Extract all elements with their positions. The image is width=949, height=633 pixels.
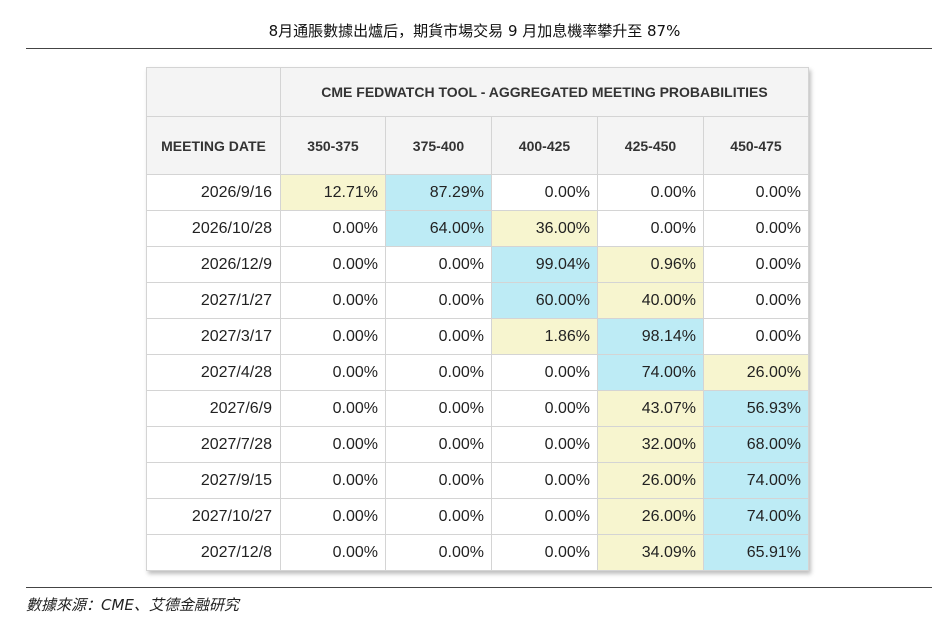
column-header: 425-450: [597, 116, 704, 175]
meeting-date-cell: 2027/7/28: [146, 426, 281, 463]
meeting-date-cell: 2027/9/15: [146, 462, 281, 499]
bottom-divider: [26, 587, 932, 588]
probability-cell: 0.00%: [491, 498, 598, 535]
probability-cell: 0.00%: [280, 498, 386, 535]
top-divider: [26, 48, 932, 49]
probability-table: CME FEDWATCH TOOL - AGGREGATED MEETING P…: [146, 67, 809, 571]
column-header: 350-375: [280, 116, 386, 175]
probability-cell: 0.00%: [385, 390, 492, 427]
meeting-date-cell: 2026/12/9: [146, 246, 281, 283]
row-header-label: MEETING DATE: [146, 116, 281, 175]
probability-cell: 26.00%: [597, 462, 704, 499]
probability-cell: 36.00%: [491, 210, 598, 247]
probability-cell: 1.86%: [491, 318, 598, 355]
column-header: 375-400: [385, 116, 492, 175]
probability-table-container: CME FEDWATCH TOOL - AGGREGATED MEETING P…: [146, 67, 809, 571]
probability-cell: 74.00%: [597, 354, 704, 391]
probability-cell: 0.00%: [491, 534, 598, 571]
table-row: 2027/12/8 0.00% 0.00% 0.00% 34.09% 65.91%: [146, 534, 809, 571]
probability-cell: 0.00%: [385, 354, 492, 391]
probability-cell: 0.00%: [491, 354, 598, 391]
probability-cell: 0.96%: [597, 246, 704, 283]
probability-cell: 0.00%: [385, 318, 492, 355]
probability-cell: 0.00%: [280, 354, 386, 391]
probability-cell: 0.00%: [385, 246, 492, 283]
probability-cell: 98.14%: [597, 318, 704, 355]
meeting-date-cell: 2027/6/9: [146, 390, 281, 427]
probability-cell: 0.00%: [703, 318, 809, 355]
column-header: 400-425: [491, 116, 598, 175]
probability-cell: 0.00%: [385, 462, 492, 499]
probability-cell: 0.00%: [703, 282, 809, 319]
probability-cell: 0.00%: [491, 462, 598, 499]
probability-cell: 0.00%: [280, 282, 386, 319]
probability-cell: 99.04%: [491, 246, 598, 283]
probability-cell: 0.00%: [491, 390, 598, 427]
probability-cell: 32.00%: [597, 426, 704, 463]
probability-cell: 0.00%: [385, 426, 492, 463]
probability-cell: 60.00%: [491, 282, 598, 319]
table-corner-cell: [146, 67, 281, 117]
probability-cell: 65.91%: [703, 534, 809, 571]
probability-cell: 0.00%: [491, 174, 598, 211]
probability-cell: 0.00%: [280, 246, 386, 283]
table-row: 2027/6/9 0.00% 0.00% 0.00% 43.07% 56.93%: [146, 390, 809, 427]
probability-cell: 0.00%: [385, 534, 492, 571]
probability-cell: 0.00%: [703, 246, 809, 283]
probability-cell: 64.00%: [385, 210, 492, 247]
probability-cell: 0.00%: [385, 498, 492, 535]
probability-cell: 56.93%: [703, 390, 809, 427]
meeting-date-cell: 2026/10/28: [146, 210, 281, 247]
probability-cell: 26.00%: [703, 354, 809, 391]
probability-cell: 68.00%: [703, 426, 809, 463]
probability-cell: 87.29%: [385, 174, 492, 211]
probability-cell: 0.00%: [280, 534, 386, 571]
meeting-date-cell: 2027/3/17: [146, 318, 281, 355]
probability-cell: 0.00%: [491, 426, 598, 463]
probability-cell: 74.00%: [703, 462, 809, 499]
probability-cell: 74.00%: [703, 498, 809, 535]
meeting-date-cell: 2027/4/28: [146, 354, 281, 391]
meeting-date-cell: 2027/1/27: [146, 282, 281, 319]
probability-cell: 26.00%: [597, 498, 704, 535]
table-row: 2027/4/28 0.00% 0.00% 0.00% 74.00% 26.00%: [146, 354, 809, 391]
table-body: 2026/9/16 12.71% 87.29% 0.00% 0.00% 0.00% 2026…: [146, 174, 809, 571]
meeting-date-cell: 2027/12/8: [146, 534, 281, 571]
source-note: 數據來源：CME、艾德金融研究: [26, 596, 239, 614]
probability-cell: 0.00%: [280, 426, 386, 463]
probability-cell: 0.00%: [280, 462, 386, 499]
probability-cell: 0.00%: [703, 210, 809, 247]
probability-cell: 0.00%: [385, 282, 492, 319]
column-header: 450-475: [703, 116, 809, 175]
probability-cell: 0.00%: [703, 174, 809, 211]
probability-cell: 0.00%: [280, 318, 386, 355]
table-row: 2027/7/28 0.00% 0.00% 0.00% 32.00% 68.00%: [146, 426, 809, 463]
probability-cell: 0.00%: [280, 390, 386, 427]
probability-cell: 40.00%: [597, 282, 704, 319]
table-row: 2026/10/28 0.00% 64.00% 36.00% 0.00% 0.00%: [146, 210, 809, 247]
probability-cell: 43.07%: [597, 390, 704, 427]
table-title: CME FEDWATCH TOOL - AGGREGATED MEETING P…: [280, 67, 809, 117]
page-title: 8月通脹數據出爐后，期貨市場交易 9 月加息機率攀升至 87%: [268, 22, 681, 40]
probability-cell: 12.71%: [280, 174, 386, 211]
probability-cell: 0.00%: [597, 174, 704, 211]
probability-cell: 0.00%: [280, 210, 386, 247]
table-row: 2026/9/16 12.71% 87.29% 0.00% 0.00% 0.00%: [146, 174, 809, 211]
table-row: 2027/1/27 0.00% 0.00% 60.00% 40.00% 0.00%: [146, 282, 809, 319]
table-row: 2027/10/27 0.00% 0.00% 0.00% 26.00% 74.00%: [146, 498, 809, 535]
probability-cell: 34.09%: [597, 534, 704, 571]
meeting-date-cell: 2026/9/16: [146, 174, 281, 211]
probability-cell: 0.00%: [597, 210, 704, 247]
table-row: 2027/3/17 0.00% 0.00% 1.86% 98.14% 0.00%: [146, 318, 809, 355]
table-row: 2027/9/15 0.00% 0.00% 0.00% 26.00% 74.00%: [146, 462, 809, 499]
table-row: 2026/12/9 0.00% 0.00% 99.04% 0.96% 0.00%: [146, 246, 809, 283]
meeting-date-cell: 2027/10/27: [146, 498, 281, 535]
